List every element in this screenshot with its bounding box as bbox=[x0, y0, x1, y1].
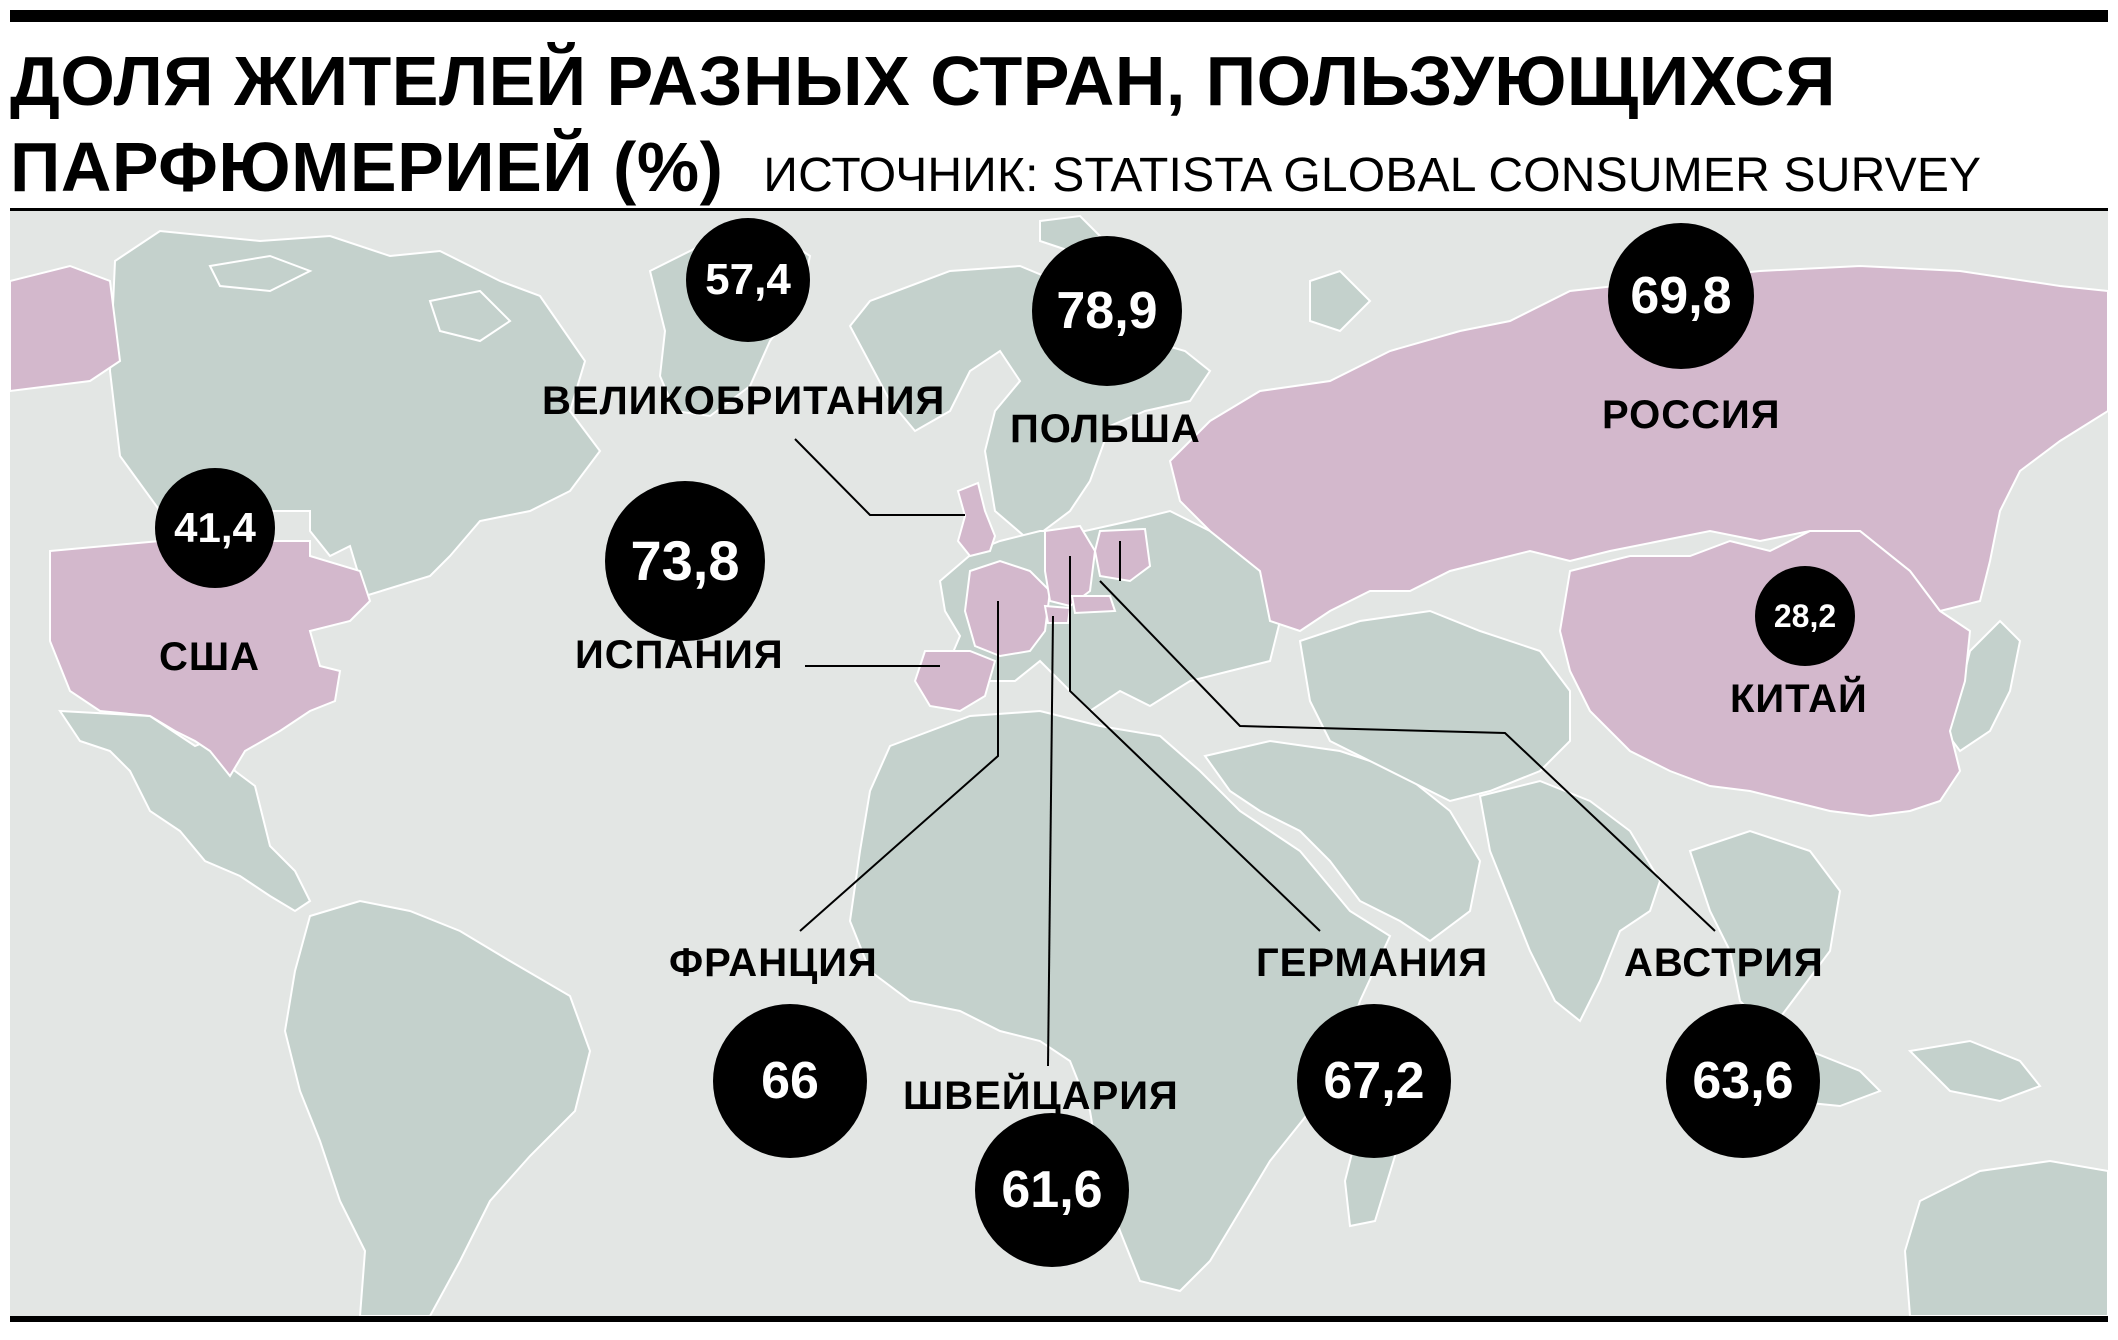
central-asia-shape bbox=[1298, 609, 1571, 803]
poland-shape bbox=[1093, 527, 1152, 583]
austria-shape bbox=[1070, 595, 1117, 615]
austria-value-badge: 63,6 bbox=[1666, 1004, 1820, 1158]
australia-shape bbox=[1903, 1159, 2108, 1316]
usa-shape bbox=[49, 540, 372, 778]
title-line-1: ДОЛЯ ЖИТЕЛЕЙ РАЗНЫХ СТРАН, ПОЛЬЗУЮЩИХСЯ bbox=[10, 42, 1836, 120]
switzerland-value-badge: 61,6 bbox=[975, 1113, 1129, 1267]
usa-value-badge: 41,4 bbox=[155, 468, 275, 588]
alaska-shape bbox=[10, 264, 122, 393]
new-guinea-shape bbox=[1907, 1039, 2042, 1103]
usa-label: США bbox=[159, 635, 260, 679]
south-america-shape bbox=[283, 899, 592, 1316]
uk-leader-line bbox=[794, 438, 965, 516]
uk-label: ВЕЛИКОБРИТАНИЯ bbox=[542, 379, 946, 423]
germany-leader-line bbox=[1069, 556, 1321, 932]
china-shape bbox=[1558, 530, 1972, 818]
africa-shape bbox=[848, 709, 1392, 1293]
bottom-rule bbox=[10, 1316, 2108, 1322]
south-asia-shape bbox=[1478, 779, 1662, 1023]
spain-label: ИСПАНИЯ bbox=[575, 633, 784, 677]
spain-value-badge: 73,8 bbox=[605, 481, 765, 641]
france-shape bbox=[963, 559, 1052, 658]
germany-value-badge: 67,2 bbox=[1297, 1004, 1451, 1158]
top-rule bbox=[10, 10, 2108, 22]
switzerland-label: ШВЕЙЦАРИЯ bbox=[903, 1074, 1179, 1118]
switzerland-shape bbox=[1043, 604, 1072, 624]
poland-value-badge: 78,9 bbox=[1032, 236, 1182, 386]
china-label: КИТАЙ bbox=[1730, 677, 1868, 721]
germany-label: ГЕРМАНИЯ bbox=[1256, 941, 1489, 985]
arctic-island-1 bbox=[208, 254, 313, 293]
title-rule bbox=[10, 208, 2108, 211]
southeast-asia-shape bbox=[1688, 829, 1842, 1033]
france-value-badge: 66 bbox=[713, 1004, 867, 1158]
arctic-island-2 bbox=[428, 289, 512, 343]
france-leader-line bbox=[799, 601, 999, 932]
novaya-zemlya-shape bbox=[1309, 269, 1372, 333]
leader-lines bbox=[794, 438, 1716, 1067]
title-line-2: ПАРФЮМЕРИЕЙ (%) bbox=[10, 128, 724, 206]
austria-label: АВСТРИЯ bbox=[1624, 941, 1824, 985]
france-label: ФРАНЦИЯ bbox=[669, 941, 878, 985]
uk-shape bbox=[956, 481, 997, 558]
uk-value-badge: 57,4 bbox=[686, 218, 810, 342]
china-value-badge: 28,2 bbox=[1755, 566, 1855, 666]
russia-label: РОССИЯ bbox=[1602, 393, 1781, 437]
world-map: 57,4 ВЕЛИКОБРИТАНИЯ 78,9 ПОЛЬША 69,8 РОС… bbox=[10, 211, 2108, 1316]
middle-east-shape bbox=[1203, 739, 1482, 943]
russia-value-badge: 69,8 bbox=[1608, 223, 1754, 369]
switzerland-leader-line bbox=[1047, 615, 1054, 1067]
poland-label: ПОЛЬША bbox=[1010, 407, 1201, 451]
austria-leader-line bbox=[1099, 580, 1716, 932]
